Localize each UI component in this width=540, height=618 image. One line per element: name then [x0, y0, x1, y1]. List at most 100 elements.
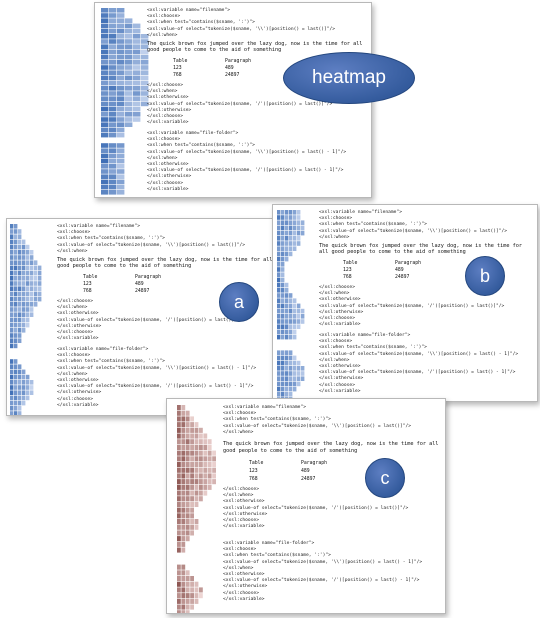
heat-cell — [289, 220, 293, 225]
heat-cell — [14, 302, 18, 307]
heat-cell — [14, 400, 18, 406]
heat-cell — [101, 169, 109, 174]
code-line: <xsl:value-of select="tokenize($sname, '… — [319, 351, 519, 357]
heat-cell — [14, 338, 18, 343]
heat-cell — [133, 60, 141, 65]
heat-cell — [117, 39, 125, 44]
heat-cell — [285, 350, 289, 355]
heat-cell — [199, 439, 203, 445]
heat-cell — [117, 117, 125, 122]
heat-cell — [133, 54, 141, 60]
heat-cell — [109, 112, 117, 117]
heat-cell — [212, 450, 216, 456]
heat-cell — [125, 54, 133, 60]
heat-cell — [177, 444, 181, 450]
heat-cell — [285, 392, 289, 397]
heat-cell — [141, 80, 149, 86]
heat-cell — [190, 593, 194, 599]
heat-cell — [212, 462, 216, 468]
heat-cell — [293, 329, 297, 335]
heat-cell — [181, 501, 186, 507]
heat-cell — [277, 381, 281, 387]
heat-cell — [194, 450, 199, 456]
heat-cell — [277, 210, 281, 215]
heat-cell — [117, 65, 125, 70]
heat-cell — [22, 239, 26, 245]
code-block-filename: <xsl:variable name="filename"> <xsl:choos… — [147, 8, 335, 39]
heat-cell — [194, 439, 199, 445]
heat-cell — [301, 376, 305, 381]
heat-cell — [207, 450, 212, 456]
heat-cell — [22, 385, 26, 390]
heat-cell — [277, 267, 281, 272]
heat-cell — [177, 490, 181, 496]
heat-cell — [34, 260, 38, 265]
code-line: <xsl:otherwise> — [57, 311, 99, 317]
table-cell: 768 — [249, 477, 258, 482]
heat-cell — [141, 70, 149, 75]
heat-cell — [177, 467, 181, 473]
heat-cell — [289, 215, 293, 220]
heat-cell — [125, 49, 133, 55]
heat-cell — [285, 256, 289, 262]
heat-cell — [281, 236, 285, 241]
heat-cell — [181, 570, 186, 576]
heat-cell — [18, 302, 22, 307]
heat-cell — [285, 376, 289, 381]
heat-cell — [109, 60, 117, 65]
heat-cell — [297, 360, 301, 366]
code-line: </xsl:choose> — [223, 487, 259, 492]
heat-cell — [101, 132, 109, 138]
code-line: <xsl:value-of select="tokenize($sname, '… — [147, 101, 333, 107]
code-line: </xsl:when> — [147, 89, 178, 95]
heat-cell — [289, 314, 293, 319]
heat-cell — [281, 277, 285, 283]
heat-cell — [10, 317, 14, 323]
heat-cell — [293, 360, 297, 366]
heat-cell — [199, 484, 203, 490]
heat-cell — [34, 302, 38, 307]
heat-cell — [181, 507, 186, 513]
code-line: <xsl:variable name="file-folder"> — [57, 347, 149, 352]
heat-cell — [18, 333, 22, 338]
heat-cell — [190, 422, 194, 428]
heat-cell — [293, 319, 297, 324]
heat-cell — [117, 96, 125, 101]
heat-cell — [301, 230, 305, 236]
heat-cell — [14, 224, 18, 229]
heat-cell — [185, 604, 190, 610]
heat-cell — [133, 39, 141, 44]
code-line: </xsl:otherwise> — [223, 511, 268, 517]
code-line: </xsl:choose> — [57, 299, 93, 304]
heat-cell — [141, 91, 149, 96]
code-line: </xsl:variable> — [57, 336, 99, 342]
code-block-filename: <xsl:variable name="filename"> <xsl:choos… — [223, 405, 411, 436]
heat-cell — [101, 96, 109, 101]
heat-cell — [301, 220, 305, 225]
code-line: <xsl:value-of select="tokenize($sname, '… — [57, 384, 254, 390]
heat-cell — [285, 371, 289, 376]
heat-cell — [10, 250, 14, 255]
heat-cell — [289, 386, 293, 392]
heat-cell — [203, 439, 208, 445]
heat-cell — [101, 86, 109, 91]
heat-cell — [22, 307, 26, 312]
table-cell: 489 — [301, 469, 310, 474]
heat-cell — [190, 604, 194, 610]
heat-cell — [185, 536, 190, 542]
code-block-otherwise: </xsl:choose> </xsl:when> <xsl:otherwise> <… — [57, 299, 242, 342]
heat-cell — [177, 450, 181, 456]
code-line: <xsl:variable name="file-folder"> — [223, 541, 315, 546]
heat-cell — [109, 49, 117, 55]
heat-cell — [177, 581, 181, 587]
heat-cell — [30, 390, 34, 395]
heat-cell — [277, 386, 281, 392]
heat-cell — [125, 96, 133, 101]
heat-cell — [285, 246, 289, 251]
heat-cell — [14, 265, 18, 271]
heat-cell — [14, 406, 18, 411]
heat-cell — [289, 230, 293, 236]
heat-cell — [133, 112, 141, 117]
heat-cell — [203, 450, 208, 456]
heat-cell — [125, 44, 133, 49]
